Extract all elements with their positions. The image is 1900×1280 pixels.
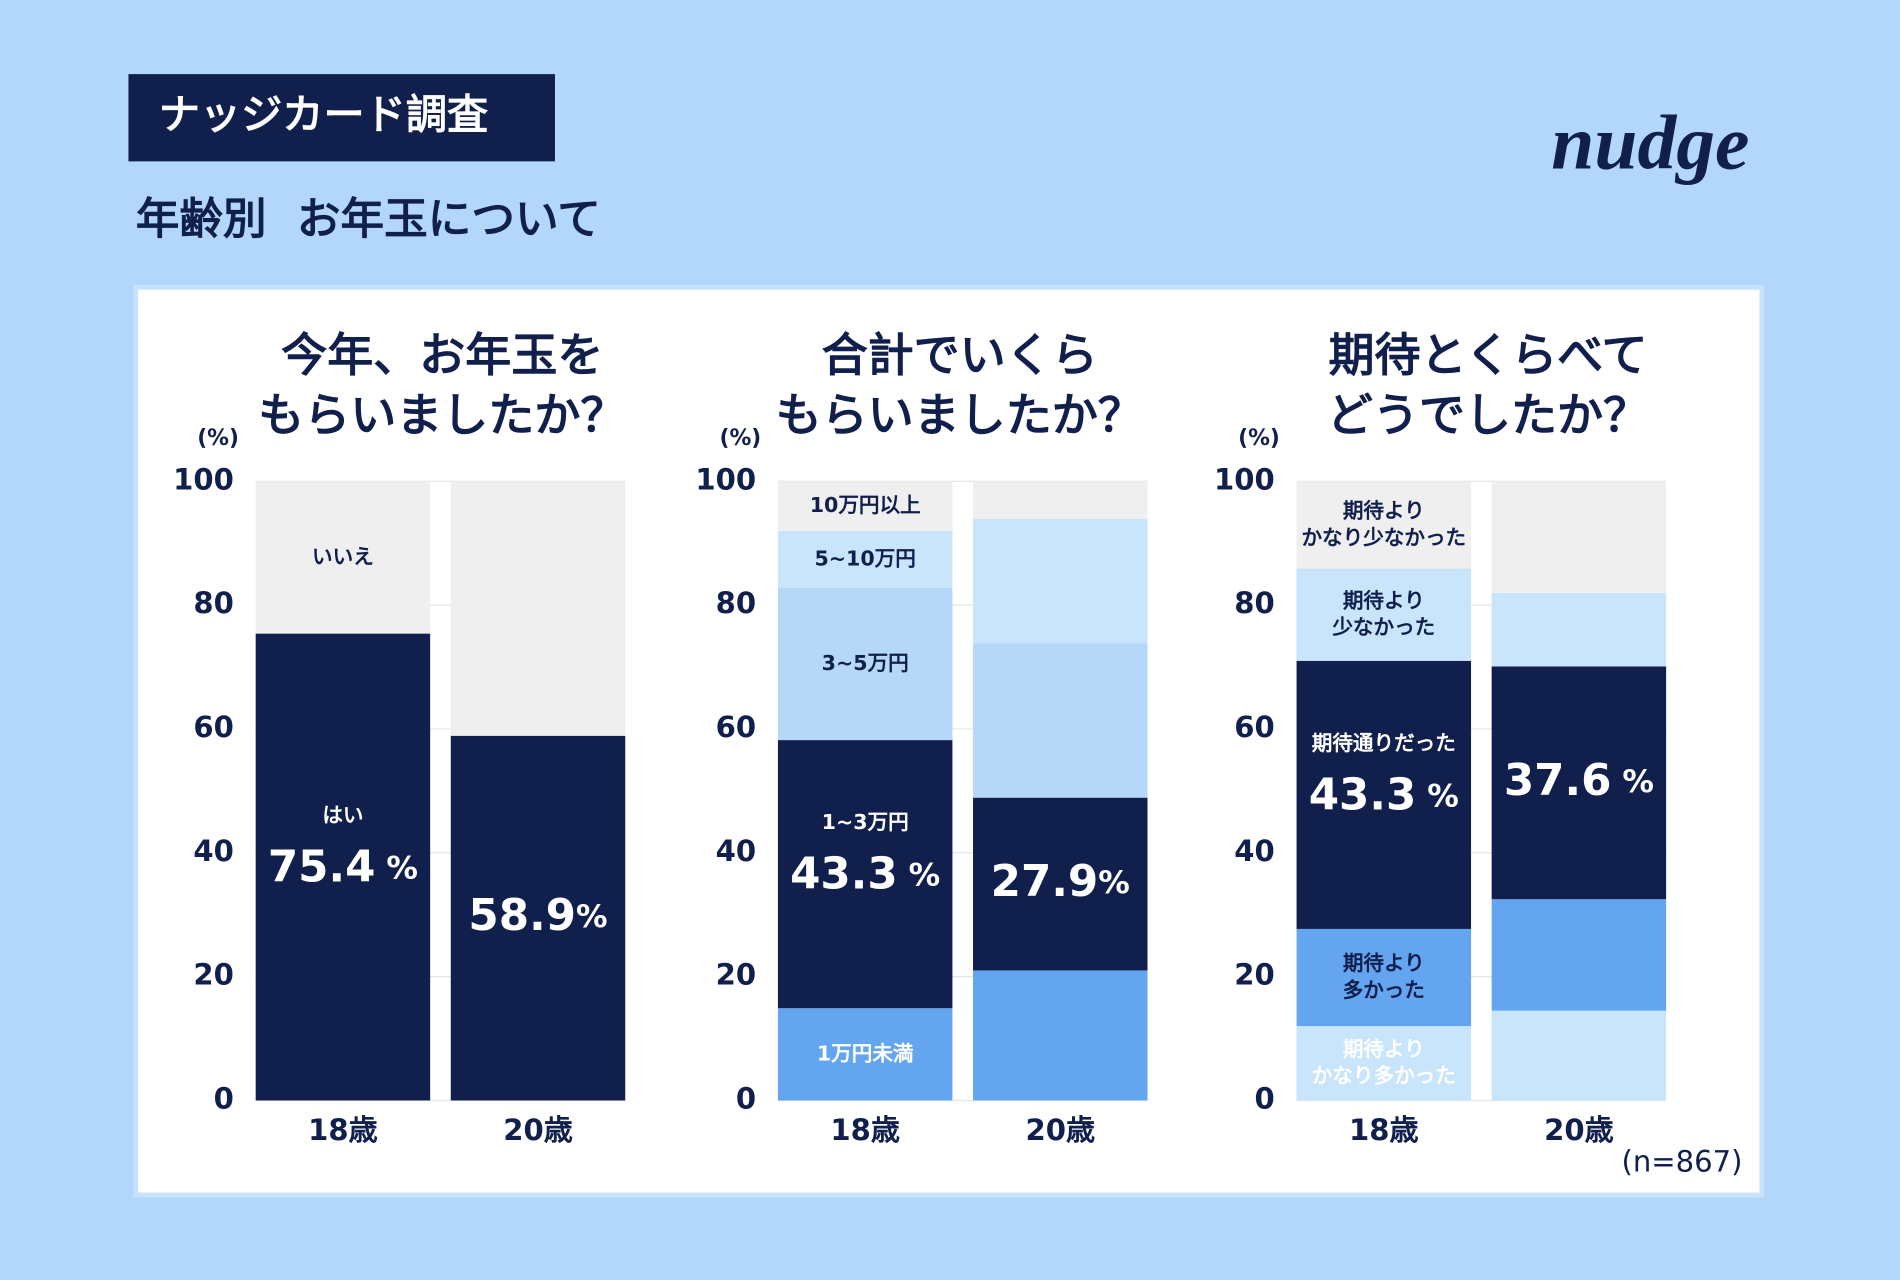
segment-label: 期待より多かった — [1343, 951, 1425, 1002]
segment-label: いいえ — [312, 544, 374, 568]
bar-segment — [1296, 481, 1472, 569]
bar-segment — [255, 633, 431, 1101]
y-tick-label: 80 — [193, 586, 233, 620]
y-tick-label: 0 — [736, 1081, 756, 1115]
chart-title: 合計でいくらもらいましたか？ — [776, 328, 1144, 442]
value-label: 43.3 % — [790, 850, 940, 900]
y-tick-label: 20 — [1234, 958, 1274, 992]
logo: nudge — [1551, 99, 1749, 185]
chart-title: 今年、お年玉をもらいましたか？ — [258, 328, 626, 442]
bar-segment — [1296, 928, 1472, 1027]
value-label: 37.6 % — [1504, 756, 1654, 806]
segment-label: 10万円以上 — [810, 493, 921, 517]
chart-title: 期待とくらべてどうでしたか？ — [1327, 328, 1649, 442]
segment-label: 1万円未満 — [817, 1041, 914, 1065]
y-tick-label: 100 — [173, 462, 234, 496]
segment-label: 期待よりかなり少なかった — [1301, 499, 1466, 550]
y-tick-label: 40 — [716, 834, 756, 868]
x-tick-label: 20歳 — [1544, 1113, 1614, 1147]
x-tick-label: 20歳 — [503, 1113, 573, 1147]
bar-segment — [1296, 660, 1472, 929]
segment-label: 5~10万円 — [814, 546, 915, 570]
tag: ナッジカード調査 — [159, 91, 489, 139]
y-tick-label: 60 — [1234, 710, 1274, 744]
bar-segment — [777, 740, 953, 1009]
bar-segment — [1491, 666, 1667, 900]
segment-label: はい — [322, 803, 363, 827]
y-tick-label: 60 — [193, 710, 233, 744]
bar-segment — [450, 481, 626, 736]
value-label: 27.9% — [991, 857, 1130, 907]
bar-segment — [1296, 1026, 1472, 1101]
bar-segment — [973, 481, 1148, 520]
bar-segment — [1491, 592, 1667, 667]
y-axis-label: (%) — [719, 426, 761, 451]
bar-segment — [777, 530, 953, 588]
y-tick-label: 20 — [193, 958, 233, 992]
y-tick-label: 80 — [1234, 586, 1274, 620]
tag-box — [128, 74, 555, 162]
subtitle: 年齢別 お年玉について — [136, 195, 601, 245]
y-tick-label: 60 — [716, 710, 756, 744]
bar-segment — [1296, 568, 1472, 661]
y-tick-label: 20 — [716, 958, 756, 992]
segment-label: 3~5万円 — [822, 651, 909, 675]
bar-segment — [450, 735, 626, 1101]
bar-segment — [777, 1008, 953, 1101]
value-label: 43.3 % — [1309, 770, 1459, 820]
y-tick-label: 0 — [214, 1081, 234, 1115]
bar-segment — [973, 643, 1148, 798]
x-tick-label: 20歳 — [1025, 1113, 1095, 1147]
segment-label: 1~3万円 — [822, 810, 909, 834]
bar-segment — [1491, 1010, 1667, 1101]
y-tick-label: 100 — [695, 462, 756, 496]
y-tick-label: 0 — [1255, 1081, 1275, 1115]
x-tick-label: 18歳 — [308, 1113, 378, 1147]
bar-segment — [973, 797, 1148, 971]
segment-label: 期待通りだった — [1312, 731, 1456, 755]
sample-note: (n=867) — [1621, 1144, 1742, 1178]
y-axis-label: (%) — [197, 426, 239, 451]
value-label: 75.4 % — [268, 842, 418, 892]
bar-segment — [1491, 481, 1667, 593]
y-tick-label: 100 — [1214, 462, 1275, 496]
bar-segment — [255, 481, 431, 634]
bar-segment — [1491, 899, 1667, 1011]
y-tick-label: 80 — [716, 586, 756, 620]
bar-segment — [973, 519, 1148, 644]
y-axis-label: (%) — [1238, 426, 1280, 451]
y-tick-label: 40 — [1234, 834, 1274, 868]
bar-segment — [973, 970, 1148, 1101]
y-tick-label: 40 — [193, 834, 233, 868]
segment-label: 期待より少なかった — [1331, 588, 1435, 639]
segment-label: 期待よりかなり多かった — [1312, 1037, 1456, 1088]
bar-segment — [777, 587, 953, 741]
bar-segment — [777, 481, 953, 531]
x-tick-label: 18歳 — [1349, 1113, 1419, 1147]
x-tick-label: 18歳 — [830, 1113, 900, 1147]
value-label: 58.9% — [468, 891, 607, 941]
